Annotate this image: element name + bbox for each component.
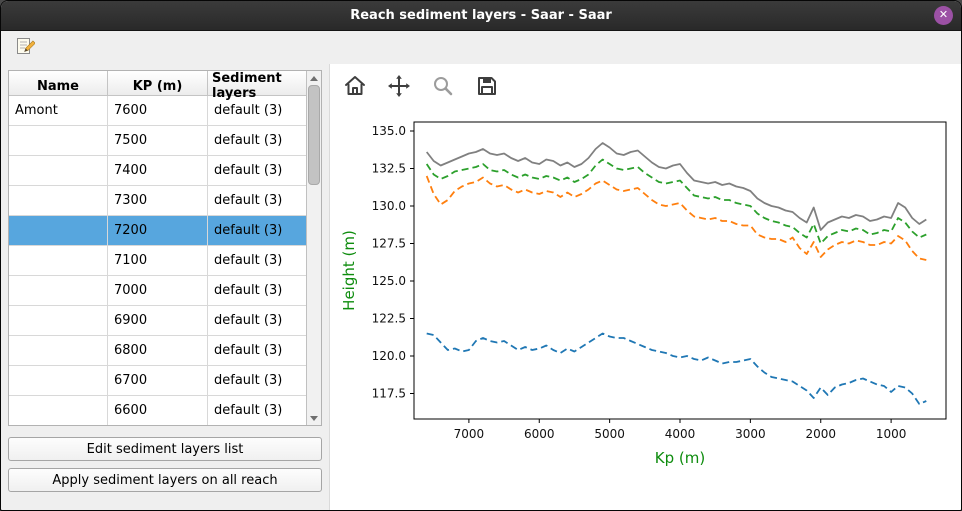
table-row[interactable]: 6800 default (3) bbox=[9, 336, 306, 366]
table-row[interactable]: 7100 default (3) bbox=[9, 246, 306, 276]
svg-text:117.5: 117.5 bbox=[372, 387, 406, 401]
window-content: Name KP (m) Sediment layers Amont 7600 def… bbox=[1, 64, 961, 510]
table-row[interactable]: 7400 default (3) bbox=[9, 156, 306, 186]
edit-sediment-layers-button[interactable] bbox=[11, 34, 39, 62]
cell-name bbox=[9, 336, 108, 365]
cell-sediment-layers: default (3) bbox=[214, 193, 283, 208]
cell-kp: 7300 bbox=[108, 186, 208, 215]
scroll-down-button[interactable] bbox=[307, 411, 321, 425]
home-button[interactable] bbox=[340, 72, 370, 102]
scrollbar-track[interactable] bbox=[307, 85, 321, 411]
close-icon: ✕ bbox=[938, 9, 949, 21]
titlebar[interactable]: Reach sediment layers - Saar - Saar ✕ bbox=[1, 1, 961, 31]
column-header-kp[interactable]: KP (m) bbox=[108, 71, 208, 101]
column-header-sediment-layers[interactable]: Sediment layers bbox=[212, 71, 282, 101]
window-title: Reach sediment layers - Saar - Saar bbox=[350, 8, 612, 23]
scrollbar-thumb[interactable] bbox=[308, 85, 320, 185]
svg-text:130.0: 130.0 bbox=[372, 199, 406, 213]
svg-text:Height (m): Height (m) bbox=[340, 230, 358, 311]
svg-text:Kp (m): Kp (m) bbox=[655, 449, 705, 467]
table-header-row: Name KP (m) Sediment layers bbox=[9, 71, 306, 101]
cell-kp: 6900 bbox=[108, 306, 208, 335]
table-main: Name KP (m) Sediment layers Amont 7600 def… bbox=[9, 71, 306, 425]
cell-sediment-layers: default (3) bbox=[214, 283, 283, 298]
edit-note-pencil-icon bbox=[15, 36, 36, 59]
cell-sediment-layers: default (3) bbox=[214, 103, 283, 118]
svg-text:135.0: 135.0 bbox=[372, 124, 406, 138]
close-button[interactable]: ✕ bbox=[934, 6, 953, 25]
cell-kp: 7400 bbox=[108, 156, 208, 185]
scroll-down-arrow-icon bbox=[310, 415, 318, 421]
cell-name bbox=[9, 156, 108, 185]
cell-sediment-layers: default (3) bbox=[214, 403, 283, 418]
cell-kp: 6800 bbox=[108, 336, 208, 365]
table-row[interactable]: 7200 default (3) bbox=[9, 216, 306, 246]
cell-name bbox=[9, 186, 108, 215]
main-toolbar bbox=[1, 31, 961, 64]
home-icon bbox=[343, 74, 367, 101]
svg-text:120.0: 120.0 bbox=[372, 349, 406, 363]
cell-kp: 7500 bbox=[108, 126, 208, 155]
cell-kp: 6700 bbox=[108, 366, 208, 395]
pan-button[interactable] bbox=[384, 72, 414, 102]
save-floppy-icon bbox=[475, 74, 499, 101]
pan-icon bbox=[387, 74, 411, 101]
cell-name bbox=[9, 396, 108, 425]
edit-sediment-layers-list-button[interactable]: Edit sediment layers list bbox=[8, 437, 322, 461]
svg-text:5000: 5000 bbox=[594, 427, 625, 441]
cell-sediment-layers: default (3) bbox=[214, 163, 283, 178]
svg-text:7000: 7000 bbox=[454, 427, 485, 441]
cell-name bbox=[9, 126, 108, 155]
cell-kp: 6600 bbox=[108, 396, 208, 425]
cell-name bbox=[9, 366, 108, 395]
cell-sediment-layers: default (3) bbox=[214, 343, 283, 358]
table-row[interactable]: 7000 default (3) bbox=[9, 276, 306, 306]
cell-kp: 7200 bbox=[108, 216, 208, 245]
table-row[interactable]: Amont 7600 default (3) bbox=[9, 96, 306, 126]
sediment-table: Name KP (m) Sediment layers Amont 7600 def… bbox=[8, 70, 322, 426]
plot-panel: 7000 6000 5000 4000 3000 2000 1000 117.5 120.0 12… bbox=[329, 64, 961, 510]
sediment-layers-panel: Name KP (m) Sediment layers Amont 7600 def… bbox=[1, 64, 329, 510]
table-row[interactable]: 6900 default (3) bbox=[9, 306, 306, 336]
svg-text:1000: 1000 bbox=[876, 427, 907, 441]
plot-toolbar bbox=[330, 64, 961, 110]
cell-kp: 7600 bbox=[108, 96, 208, 125]
scroll-up-arrow-icon bbox=[310, 75, 318, 81]
cell-name bbox=[9, 306, 108, 335]
svg-text:6000: 6000 bbox=[524, 427, 555, 441]
svg-text:132.5: 132.5 bbox=[372, 162, 406, 176]
save-button[interactable] bbox=[472, 72, 502, 102]
cell-name bbox=[9, 216, 108, 245]
cell-sediment-layers: default (3) bbox=[214, 253, 283, 268]
cell-sediment-layers: default (3) bbox=[214, 313, 283, 328]
scroll-up-button[interactable] bbox=[307, 71, 321, 85]
cell-sediment-layers: default (3) bbox=[214, 133, 283, 148]
table-body: Amont 7600 default (3) 7500 default (3) 7400 d… bbox=[9, 96, 306, 425]
cell-name: Amont bbox=[9, 96, 108, 125]
cell-kp: 7000 bbox=[108, 276, 208, 305]
table-row[interactable]: 7300 default (3) bbox=[9, 186, 306, 216]
table-row[interactable]: 6600 default (3) bbox=[9, 396, 306, 425]
cell-kp: 7100 bbox=[108, 246, 208, 275]
cell-sediment-layers: default (3) bbox=[214, 373, 283, 388]
svg-text:125.0: 125.0 bbox=[372, 274, 406, 288]
table-scrollbar[interactable] bbox=[306, 71, 321, 425]
height-profile-chart[interactable]: 7000 6000 5000 4000 3000 2000 1000 117.5 120.0 12… bbox=[330, 110, 960, 508]
apply-sediment-layers-button[interactable]: Apply sediment layers on all reach bbox=[8, 468, 322, 492]
svg-text:2000: 2000 bbox=[805, 427, 836, 441]
svg-text:4000: 4000 bbox=[665, 427, 696, 441]
cell-sediment-layers: default (3) bbox=[214, 223, 283, 238]
svg-text:3000: 3000 bbox=[735, 427, 766, 441]
zoom-button[interactable] bbox=[428, 72, 458, 102]
zoom-magnifier-icon bbox=[431, 74, 455, 101]
svg-text:122.5: 122.5 bbox=[372, 312, 406, 326]
table-row[interactable]: 7500 default (3) bbox=[9, 126, 306, 156]
chart-area[interactable]: 7000 6000 5000 4000 3000 2000 1000 117.5 120.0 12… bbox=[330, 110, 961, 510]
column-header-name[interactable]: Name bbox=[9, 71, 108, 101]
table-row[interactable]: 6700 default (3) bbox=[9, 366, 306, 396]
svg-text:127.5: 127.5 bbox=[372, 237, 406, 251]
cell-name bbox=[9, 276, 108, 305]
cell-name bbox=[9, 246, 108, 275]
